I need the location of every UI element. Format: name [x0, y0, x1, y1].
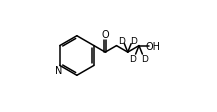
Text: D: D — [130, 36, 137, 45]
Text: O: O — [101, 30, 109, 40]
Text: OH: OH — [145, 41, 160, 51]
Text: N: N — [56, 65, 63, 75]
Text: D: D — [129, 54, 136, 63]
Text: D: D — [141, 54, 148, 63]
Text: D: D — [118, 36, 125, 45]
